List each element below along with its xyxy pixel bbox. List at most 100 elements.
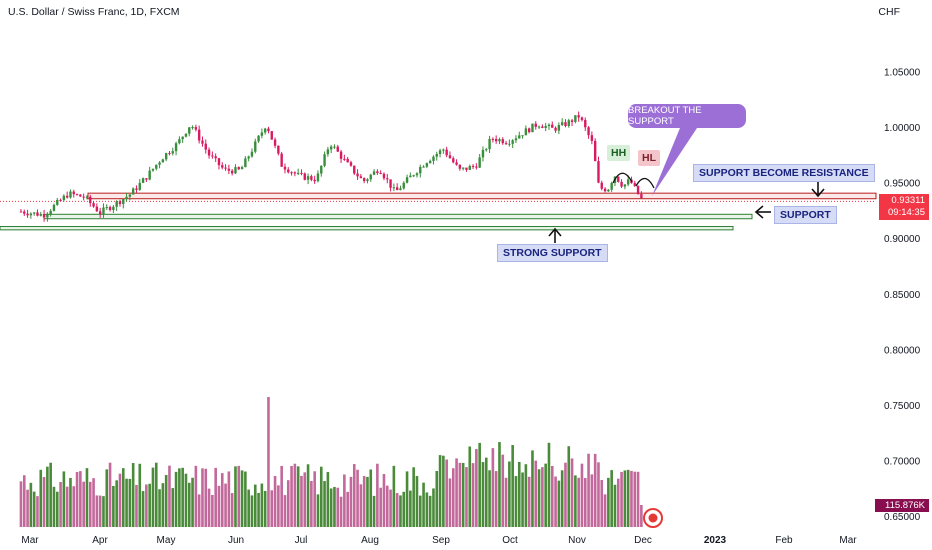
volume-bar bbox=[366, 476, 369, 527]
volume-bar bbox=[95, 495, 99, 527]
volume-bar bbox=[220, 473, 224, 527]
price-tick-label: 0.75000 bbox=[884, 401, 921, 412]
volume-bar bbox=[201, 468, 204, 527]
candle-body bbox=[382, 173, 386, 179]
volume-bar bbox=[428, 495, 432, 527]
volume-bar bbox=[121, 468, 125, 527]
down-arrow-head bbox=[811, 188, 825, 198]
volume-bar bbox=[42, 477, 46, 527]
candle-body bbox=[224, 167, 227, 169]
volume-bar bbox=[154, 462, 158, 527]
volume-bar bbox=[481, 462, 485, 527]
price-tick-label: 1.05000 bbox=[884, 67, 921, 78]
volume-bar bbox=[514, 476, 518, 527]
volume-bar bbox=[168, 465, 171, 527]
volume-bar bbox=[600, 480, 604, 527]
volume-bar bbox=[19, 481, 23, 527]
volume-bar bbox=[531, 450, 534, 527]
candle-body bbox=[49, 210, 52, 215]
volume-bar bbox=[211, 494, 214, 527]
volume-bar bbox=[161, 483, 165, 527]
volume-bar bbox=[207, 488, 211, 527]
candle-body bbox=[29, 213, 33, 216]
volume-bar bbox=[422, 482, 425, 527]
volume-bar bbox=[352, 464, 356, 527]
volume-bar bbox=[290, 466, 293, 527]
volume-bar bbox=[534, 460, 538, 527]
candle-body bbox=[135, 188, 138, 190]
candle-body bbox=[445, 149, 448, 156]
volume-bar bbox=[270, 490, 274, 527]
volume-bar bbox=[204, 468, 208, 527]
strong-support-label[interactable]: STRONG SUPPORT bbox=[497, 244, 608, 262]
volume-bar bbox=[72, 486, 76, 527]
volume-bar bbox=[118, 473, 122, 527]
candle-body bbox=[227, 168, 231, 171]
volume-bar bbox=[339, 496, 343, 527]
candle-body bbox=[112, 206, 115, 210]
volume-bar bbox=[257, 492, 260, 527]
symbol-title[interactable]: U.S. Dollar / Swiss Franc, 1D, FXCM bbox=[8, 6, 180, 18]
candle-body bbox=[551, 124, 554, 128]
volume-bar bbox=[310, 480, 313, 527]
candle-body bbox=[257, 135, 260, 142]
volume-bar bbox=[260, 483, 264, 527]
candle-body bbox=[211, 155, 214, 157]
candle-body bbox=[620, 181, 623, 187]
candle-body bbox=[597, 161, 600, 183]
candle-body bbox=[26, 213, 29, 216]
candle-body bbox=[567, 120, 570, 126]
volume-bar bbox=[445, 459, 448, 527]
candle-body bbox=[343, 158, 346, 160]
time-tick-label: Jun bbox=[228, 535, 244, 546]
candle-body bbox=[171, 151, 174, 154]
volume-bar bbox=[178, 468, 181, 527]
candle-body bbox=[280, 153, 283, 167]
volume-bar bbox=[610, 470, 613, 527]
candle-body bbox=[273, 139, 277, 146]
price-tick-label: 0.80000 bbox=[884, 345, 921, 356]
price-axis[interactable]: 1.05000 1.00000 0.95000 0.90000 0.85000 0.800… bbox=[884, 67, 921, 523]
candle-body bbox=[62, 195, 66, 201]
time-tick-label: Nov bbox=[568, 535, 586, 546]
candle-body bbox=[214, 156, 217, 159]
candle-body bbox=[504, 143, 508, 145]
candle-body bbox=[498, 139, 501, 142]
volume-bar bbox=[250, 495, 254, 527]
breakout-callout[interactable]: BREAKOUT THE SUPPORT bbox=[628, 104, 746, 128]
candle-body bbox=[511, 140, 514, 144]
candle-body bbox=[590, 135, 594, 141]
candle-body bbox=[544, 126, 547, 128]
volume-bar bbox=[491, 448, 495, 527]
time-axis[interactable]: Mar Apr May Jun Jul Aug Sep Oct Nov Dec 2023 Feb Mar bbox=[21, 535, 857, 546]
candle-body bbox=[376, 171, 379, 173]
time-tick-label: Feb bbox=[775, 535, 793, 546]
volume-bar bbox=[359, 484, 363, 527]
candle-body bbox=[155, 164, 158, 169]
candle-body bbox=[607, 189, 610, 192]
volume-bar bbox=[567, 446, 571, 527]
up-arrow-head bbox=[548, 227, 562, 237]
hh-label[interactable]: HH bbox=[607, 145, 631, 161]
volume-bar bbox=[263, 490, 267, 527]
candle-body bbox=[148, 170, 151, 180]
volume-bar bbox=[475, 449, 478, 527]
hh-arc bbox=[612, 172, 633, 184]
volume-bar bbox=[237, 465, 241, 527]
candle-body bbox=[82, 196, 85, 198]
volume-bar bbox=[277, 485, 280, 527]
candle-body bbox=[52, 204, 56, 211]
volume-bar bbox=[184, 473, 188, 527]
volume-bar bbox=[69, 477, 72, 527]
candle-body bbox=[161, 159, 165, 163]
volume-bar bbox=[55, 491, 59, 527]
support-resistance-zones bbox=[0, 192, 877, 231]
volume-bar bbox=[59, 481, 62, 527]
support-label[interactable]: SUPPORT bbox=[774, 206, 837, 224]
support-become-resistance-label[interactable]: SUPPORT BECOME RESISTANCE bbox=[693, 164, 875, 182]
candle-body bbox=[570, 120, 574, 122]
volume-bar bbox=[102, 496, 105, 527]
hl-label[interactable]: HL bbox=[638, 150, 660, 166]
candle-body bbox=[481, 149, 485, 158]
